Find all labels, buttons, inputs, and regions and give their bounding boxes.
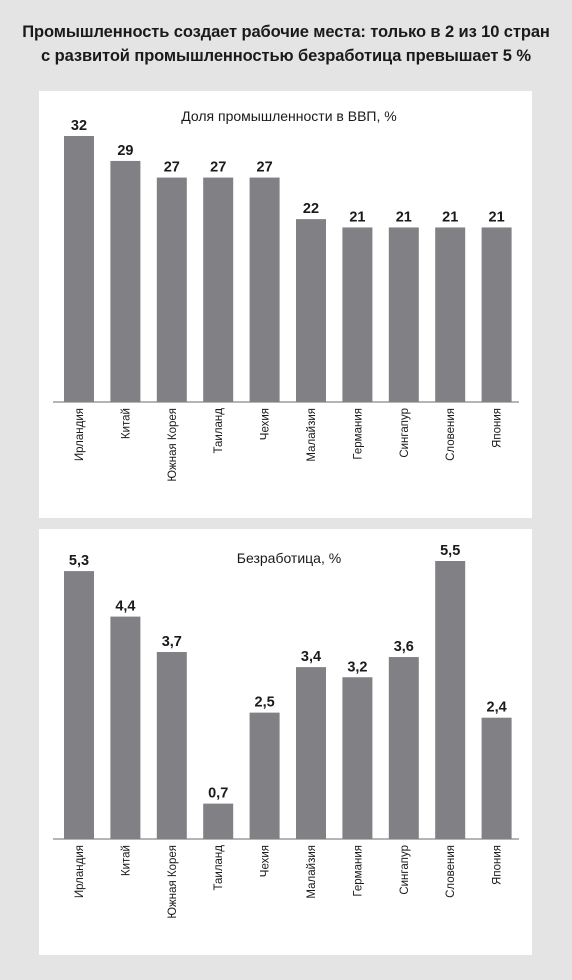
industry-share-value-label-8: 21 — [396, 209, 412, 225]
industry-share-category-label-6: Малайзия — [306, 408, 318, 462]
industry-share-value-label-6: 22 — [303, 201, 319, 217]
unemployment-title: Безработица, % — [237, 550, 341, 566]
industry-share-value-label-1: 32 — [71, 118, 87, 134]
unemployment-value-label-7: 3,2 — [347, 659, 367, 675]
industry-share-category-label-5: Чехия — [260, 408, 272, 440]
unemployment-chart: Безработица, % 5,3 Ирландия 4,4 Китай 3,7 Южна… — [53, 543, 519, 919]
unemployment-category-label-5: Чехия — [260, 845, 272, 877]
headline-line-2: с развитой промышленностью безработица п… — [41, 47, 531, 65]
unemployment-bar-10 — [481, 717, 512, 839]
industry-share-category-label-9: Словения — [445, 408, 457, 461]
industry-share-category-label-8: Сингапур — [399, 408, 411, 458]
unemployment-bar-2 — [110, 616, 141, 839]
unemployment-value-label-2: 4,4 — [115, 599, 135, 615]
unemployment-category-label-9: Словения — [445, 845, 457, 898]
unemployment-value-label-5: 2,5 — [255, 695, 275, 711]
industry-share-value-label-9: 21 — [442, 209, 458, 225]
industry-share-bar-7 — [342, 227, 373, 402]
industry-share-value-label-2: 29 — [117, 143, 133, 159]
industry-share-category-label-3: Южная Корея — [167, 408, 179, 482]
industry-share-bar-1 — [64, 136, 94, 402]
unemployment-category-label-7: Германия — [352, 845, 364, 897]
unemployment-category-label-8: Сингапур — [399, 845, 411, 895]
industry-share-bar-5 — [249, 177, 280, 402]
industry-share-category-label-4: Таиланд — [213, 408, 225, 454]
unemployment-value-label-8: 3,6 — [394, 639, 414, 655]
industry-share-chart: Доля промышленности в ВВП, % 32 Ирландия 29… — [53, 108, 519, 482]
industry-share-value-label-4: 27 — [210, 160, 226, 176]
unemployment-bar-6 — [296, 667, 326, 839]
industry-share-value-label-3: 27 — [164, 160, 180, 176]
unemployment-value-label-1: 5,3 — [69, 553, 89, 569]
unemployment-bar-3 — [156, 651, 187, 839]
unemployment-bar-5 — [249, 712, 280, 839]
unemployment-value-label-3: 3,7 — [162, 634, 182, 650]
industry-share-bar-10 — [481, 227, 512, 402]
unemployment-bar-9 — [435, 561, 466, 839]
unemployment-bar-7 — [342, 677, 373, 839]
headline-line-1: Промышленность создает рабочие места: то… — [22, 23, 550, 41]
unemployment-category-label-4: Таиланд — [213, 845, 225, 891]
industry-share-title: Доля промышленности в ВВП, % — [181, 108, 396, 124]
unemployment-bar-1 — [64, 571, 94, 839]
unemployment-category-label-10: Япония — [492, 845, 504, 885]
industry-share-category-label-1: Ирландия — [74, 408, 86, 461]
industry-share-bar-2 — [110, 160, 141, 402]
industry-share-bar-4 — [203, 177, 234, 402]
industry-share-bar-6 — [296, 219, 326, 402]
industry-share-category-label-10: Япония — [492, 408, 504, 448]
headline: Промышленность создает рабочие места: то… — [0, 20, 572, 68]
unemployment-category-label-1: Ирландия — [74, 845, 86, 898]
unemployment-value-label-4: 0,7 — [208, 786, 228, 802]
industry-share-value-label-5: 27 — [257, 160, 273, 176]
unemployment-chart-panel: Безработица, % 5,3 Ирландия 4,4 Китай 3,7 Южна… — [39, 529, 532, 955]
unemployment-category-label-6: Малайзия — [306, 845, 318, 899]
unemployment-category-label-3: Южная Корея — [167, 845, 179, 919]
industry-share-category-label-2: Китай — [120, 408, 132, 439]
industry-share-category-label-7: Германия — [352, 408, 364, 460]
unemployment-value-label-6: 3,4 — [301, 649, 321, 665]
industry-share-bar-9 — [435, 227, 466, 402]
industry-share-value-label-10: 21 — [489, 209, 505, 225]
unemployment-value-label-9: 5,5 — [440, 543, 460, 559]
industry-share-chart-panel: Доля промышленности в ВВП, % 32 Ирландия 29… — [39, 91, 532, 518]
unemployment-category-label-2: Китай — [120, 845, 132, 876]
industry-share-bar-3 — [156, 177, 187, 402]
unemployment-bar-4 — [203, 803, 234, 839]
industry-share-bar-8 — [388, 227, 419, 402]
industry-share-value-label-7: 21 — [349, 209, 365, 225]
unemployment-value-label-10: 2,4 — [487, 700, 507, 716]
unemployment-bar-8 — [388, 657, 419, 839]
